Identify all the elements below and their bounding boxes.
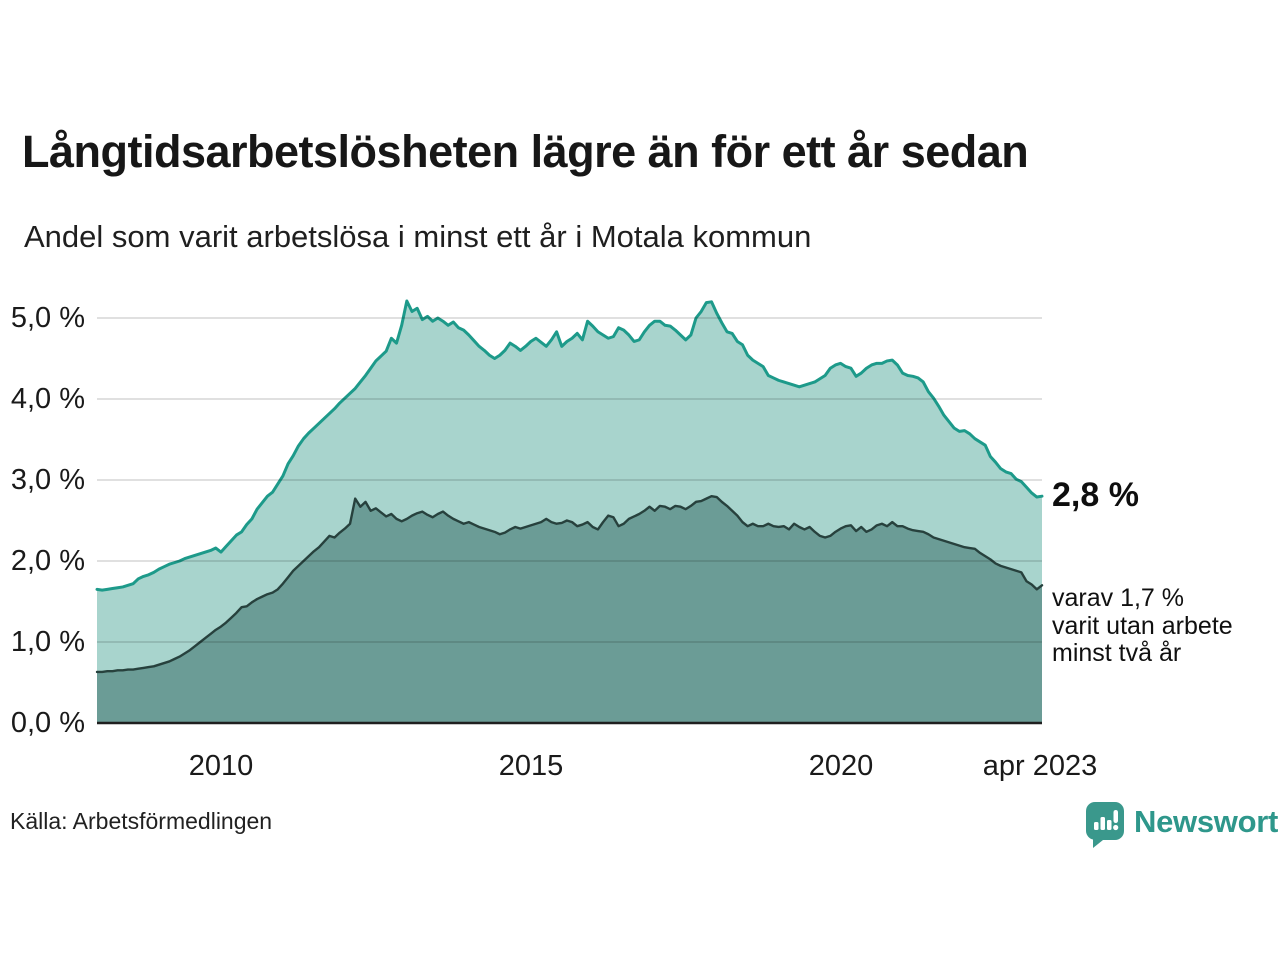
chart-subtitle: Andel som varit arbetslösa i minst ett å… — [24, 219, 812, 254]
y-tick-4: 4,0 % — [10, 383, 85, 415]
line-two-years — [95, 495, 1044, 674]
y-tick-1: 1,0 % — [10, 626, 85, 658]
newsworthy-logo: Newsworthy — [1086, 802, 1280, 848]
x-tick-2010: 2010 — [188, 750, 254, 782]
x-tick-apr-2023: apr 2023 — [982, 750, 1098, 782]
newsworthy-logo-text: Newsworthy — [1134, 804, 1280, 839]
source-note: Källa: Arbetsförmedlingen — [10, 808, 273, 834]
x-tick-2015: 2015 — [498, 750, 564, 782]
annotation-line-1: varav 1,7 % — [1052, 584, 1185, 612]
y-tick-0: 0,0 % — [10, 707, 85, 739]
annotation-line-2: varit utan arbete — [1052, 611, 1233, 640]
page-title: Långtidsarbetslösheten lägre än för ett … — [22, 126, 1029, 177]
latest-two-year-label: varav 1,7 % varit utan arbete minst två … — [1052, 584, 1233, 668]
area-two-years — [97, 496, 1042, 723]
newsworthy-logo-icon — [1086, 802, 1124, 848]
y-tick-5: 5,0 % — [10, 302, 85, 334]
annotation-line-3: minst två år — [1052, 639, 1182, 667]
line-total — [95, 299, 1044, 592]
y-tick-2: 2,0 % — [10, 545, 85, 577]
y-tick-3: 3,0 % — [10, 464, 85, 496]
x-tick-2020: 2020 — [808, 750, 874, 782]
latest-total-label: 2,8 % — [1052, 476, 1139, 514]
